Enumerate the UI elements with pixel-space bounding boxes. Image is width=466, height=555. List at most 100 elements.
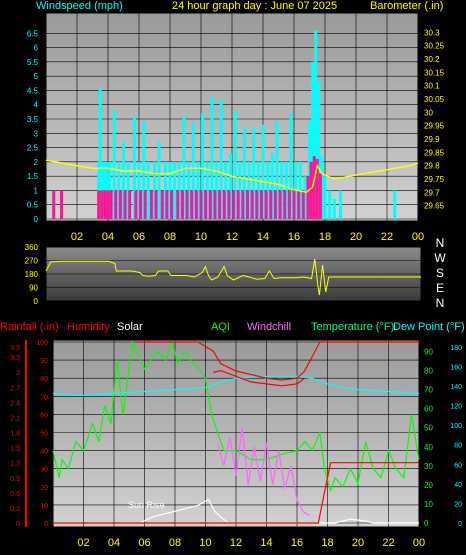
- wind-avg-bar: [118, 190, 122, 219]
- wind-avg-bar: [190, 190, 194, 219]
- direction-y-tick-label: 270: [25, 257, 39, 266]
- humidity-y-tick-label: 60: [40, 412, 48, 419]
- climate-x-tick-label: 16: [291, 537, 303, 549]
- wind-gust-bar: [112, 110, 116, 219]
- wind-gust-bar: [163, 161, 167, 219]
- direction-gridlines: [46, 246, 421, 302]
- wind-x-tick-label: 06: [133, 231, 145, 243]
- wind-gust-bar: [320, 156, 324, 219]
- climate-line: [52, 375, 420, 396]
- wind-gust-bar: [182, 116, 186, 219]
- wind-gust-bar: [252, 127, 256, 219]
- wind-gust-bar: [242, 127, 246, 219]
- compass-letter: N: [436, 236, 445, 250]
- wind-gust-bar: [238, 161, 242, 219]
- wind-x-tick-label: 12: [226, 231, 238, 243]
- wind-avg-bar: [170, 190, 174, 219]
- wind-avg-bar: [255, 190, 259, 219]
- wind-gust-bar: [104, 161, 108, 219]
- wind-gust-bar: [132, 116, 136, 219]
- wind-gust-bar: [280, 161, 284, 219]
- wind-gust-bar: [332, 199, 336, 219]
- climate-x-tick-label: 08: [169, 537, 181, 549]
- climate-line: [136, 341, 419, 381]
- humidity-y-tick-label: 20: [40, 485, 48, 492]
- wind-gust-bar: [191, 121, 195, 219]
- sunrise-annotation: Sun Rise: [128, 500, 165, 510]
- wind-gust-bar: [98, 87, 102, 219]
- wind-gust-bar: [224, 161, 228, 219]
- barometer-y-axis-right: 29.65 29.7 29.75 29.8 29.85 29.9 29.95 30 30.05 3…: [424, 28, 445, 210]
- wind-gust-bar: [261, 124, 265, 219]
- wind-gust-bar: [228, 153, 232, 219]
- wind-gust-bar: [233, 110, 237, 219]
- climate-x-tick-label: 12: [230, 537, 242, 549]
- solar-y-tick-label: 0: [458, 521, 462, 528]
- wind-avg-bar: [180, 190, 184, 219]
- wind-gust-bar: [256, 161, 260, 219]
- wind-gust-bar: [177, 161, 181, 219]
- humidity-y-tick-label: 40: [40, 449, 48, 456]
- wind-gust-bar: [101, 161, 105, 219]
- barometer-y-tick-label: 29.95: [424, 122, 445, 131]
- wind-y-tick-label: 0: [34, 215, 39, 224]
- wind-gust-bar: [393, 190, 397, 219]
- wind-y-tick-label: 5.5: [27, 58, 39, 67]
- wind-x-tick-label: 02: [71, 231, 83, 243]
- wind-y-tick-label: 4: [34, 101, 39, 110]
- wind-gust-bar: [215, 161, 218, 219]
- wind-gust-bar: [153, 161, 156, 219]
- wind-avg-bar: [301, 190, 305, 219]
- wind-gust-bar: [314, 30, 318, 219]
- rainfall-y-tick-label: 1.2: [10, 461, 20, 468]
- wind-avg-bar: [103, 190, 107, 219]
- wind-avg-bar: [306, 176, 310, 219]
- rainfall-y-tick-label: 0: [16, 521, 20, 528]
- wind-gust-bar: [247, 161, 251, 219]
- temperature-y-tick-label: 90: [424, 348, 433, 357]
- climate-line: [217, 427, 310, 516]
- wind-avg-bar: [259, 190, 263, 219]
- direction-y-tick-label: 90: [29, 284, 38, 293]
- legend-temperature: Temperature (°F): [311, 321, 394, 333]
- climate-x-tick-label: 06: [138, 537, 150, 549]
- wind-avg-bar: [185, 190, 189, 219]
- wind-y-tick-label: 1.5: [27, 172, 39, 181]
- direction-y-axis: 360 270 180 90 0: [25, 243, 39, 306]
- solar-y-tick-label: 20: [454, 501, 462, 508]
- solar-y-tick-label: 60: [454, 462, 462, 469]
- legend-windchill: Windchill: [247, 321, 291, 333]
- wind-x-axis: 02 04 06 08 10 12 14 16 18 20 22 00: [71, 231, 424, 243]
- temperature-y-tick-label: 0: [424, 519, 429, 528]
- wind-x-tick-label: 14: [257, 231, 269, 243]
- climate-x-tick-label: 02: [77, 537, 89, 549]
- wind-gust-bar: [137, 161, 141, 219]
- climate-x-tick-label: 14: [260, 537, 272, 549]
- direction-line: [45, 258, 421, 296]
- rainfall-y-tick-label: 3: [16, 370, 20, 377]
- compass-letter: N: [436, 296, 445, 310]
- barometer-series: [45, 159, 419, 194]
- wind-gust-bar: [210, 96, 214, 219]
- barometer-y-tick-label: 29.7: [424, 188, 440, 197]
- barometer-y-tick-label: 29.8: [424, 162, 440, 171]
- compass-letter: S: [436, 266, 444, 280]
- wind-gust-bar: [317, 81, 321, 219]
- wind-gust-bar: [201, 113, 205, 219]
- temperature-y-tick-label: 40: [424, 443, 433, 452]
- direction-y-tick-label: 0: [34, 297, 39, 306]
- wind-x-tick-label: 20: [350, 231, 362, 243]
- humidity-y-tick-label: 70: [40, 394, 48, 401]
- wind-gust-bar: [168, 161, 172, 219]
- climate-x-tick-label: 22: [382, 537, 394, 549]
- barometer-y-tick-label: 29.85: [424, 148, 445, 157]
- barometer-y-tick-label: 30.15: [424, 68, 445, 77]
- humidity-y-tick-label: 10: [40, 503, 48, 510]
- humidity-y-tick-label: 100: [36, 340, 48, 347]
- climate-line: [212, 369, 305, 387]
- wind-avg-bar: [283, 190, 287, 219]
- climate-line: [139, 498, 419, 524]
- wind-avg-bar: [149, 190, 153, 219]
- temperature-y-tick-label: 60: [424, 405, 433, 414]
